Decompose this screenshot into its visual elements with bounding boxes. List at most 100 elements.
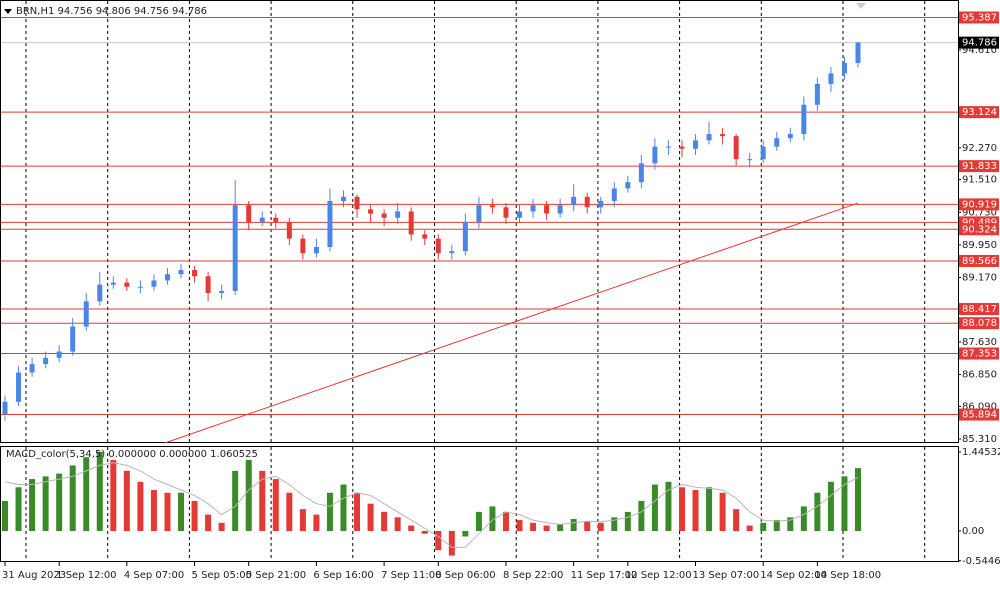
candle-body	[544, 205, 550, 214]
grid	[25, 1, 926, 561]
macd-bar	[814, 492, 821, 532]
macd-bar	[340, 484, 347, 532]
candle-body	[97, 284, 103, 302]
chart-title: BRN,H1 94.756 94.806 94.756 94.786	[16, 6, 207, 17]
candle-body	[327, 200, 333, 247]
macd-bar	[29, 479, 36, 532]
x-tick-label: 5 Sep 21:00	[246, 570, 306, 581]
indicator-title: MACD_color(5,34,5) 0.000000 0.000000 1.0…	[6, 449, 258, 460]
level-label: 89.566	[962, 256, 997, 267]
level-label-box	[959, 408, 999, 421]
macd-bar	[245, 459, 252, 532]
macd-bar	[692, 490, 699, 532]
candle-body	[638, 163, 644, 183]
macd-bar	[408, 525, 415, 532]
macd-bar	[733, 509, 740, 532]
macd-bar	[557, 524, 564, 532]
candle-body	[598, 200, 604, 208]
x-tick-label: 1 Sep 12:00	[56, 570, 116, 581]
y-tick-label: 89.170	[962, 273, 997, 284]
macd-bar	[354, 492, 361, 532]
macd-bar	[841, 476, 848, 532]
candle-body	[787, 134, 793, 139]
y-tick-label: 1.445325	[962, 447, 1000, 458]
macd-bar	[475, 511, 482, 532]
price-panel-frame	[0, 0, 959, 443]
level-label: 87.353	[962, 349, 997, 360]
x-tick-label: 13 Sep 07:00	[693, 570, 760, 581]
y-tick-label: 89.950	[962, 240, 997, 251]
macd-bar	[137, 481, 144, 532]
candle-body	[679, 146, 685, 149]
macd-bar	[191, 500, 198, 532]
macd-bar	[205, 514, 212, 532]
macd-bar	[787, 517, 794, 532]
candle-body	[300, 238, 306, 254]
level-label-box	[959, 254, 999, 267]
x-tick-label: 4 Sep 07:00	[124, 570, 184, 581]
y-tick-label: -0.544601	[962, 556, 1000, 567]
level-label: 90.489	[962, 217, 997, 228]
candle-body	[219, 290, 225, 294]
macd-bar	[15, 487, 22, 532]
macd-bar	[543, 525, 550, 532]
macd-bar	[110, 459, 117, 532]
candle-body	[16, 372, 22, 402]
macd-panel-frame	[0, 446, 959, 562]
macd-bar	[394, 517, 401, 532]
candle-body	[368, 209, 374, 214]
x-tick-label: 8 Sep 06:00	[435, 570, 495, 581]
macd-bar	[313, 514, 320, 532]
level-label-box	[959, 317, 999, 330]
macd-bar	[299, 509, 306, 532]
candle-body	[232, 205, 238, 291]
macd-bar	[367, 503, 374, 532]
x-tick-label: 8 Sep 22:00	[503, 570, 563, 581]
y-tick-label: 92.270	[962, 143, 997, 154]
candle-body	[530, 205, 536, 212]
candle-body	[29, 364, 35, 373]
level-label: 91.833	[962, 161, 997, 172]
level-label: 95.387	[962, 12, 997, 23]
macd-bar	[584, 521, 591, 532]
macd-bar	[773, 520, 780, 532]
scroll-marker	[856, 3, 866, 9]
macd-bar	[719, 492, 726, 532]
macd-bar	[651, 484, 658, 532]
candle-body	[571, 196, 577, 206]
macd-bar	[2, 500, 8, 532]
candle-body	[611, 188, 617, 201]
macd-bar	[286, 492, 293, 532]
x-tick-label: 5 Sep 05:00	[192, 570, 252, 581]
candle-body	[205, 276, 211, 294]
level-label: 88.078	[962, 318, 997, 329]
macd-bar	[83, 457, 90, 532]
candle-body	[747, 159, 753, 161]
x-tick-label: 14 Sep 02:00	[760, 570, 827, 581]
candle-body	[2, 401, 8, 415]
macd-bar	[178, 492, 185, 532]
macd-bar	[462, 531, 469, 537]
candle-body	[584, 196, 590, 208]
x-tick-label: 14 Sep 18:00	[814, 570, 881, 581]
macd-bar	[232, 470, 239, 532]
level-label-box	[959, 223, 999, 236]
candle-body	[151, 280, 157, 287]
candle-body	[273, 217, 279, 222]
x-tick-label: 31 Aug 2023	[2, 570, 66, 581]
candle-body	[137, 286, 143, 288]
macd-bar	[326, 492, 333, 532]
x-tick-label: 7 Sep 11:00	[381, 570, 441, 581]
level-label: 85.894	[962, 410, 997, 421]
level-label: 93.124	[962, 107, 997, 118]
macd-bar	[800, 506, 807, 532]
macd-bar	[164, 492, 171, 532]
candle-body	[381, 213, 387, 218]
candle-body	[246, 205, 252, 222]
candle-body	[476, 205, 482, 222]
macd-bar	[489, 506, 496, 532]
signal-line	[4, 462, 859, 548]
menu-arrow[interactable]	[4, 9, 12, 14]
candle-body	[178, 269, 184, 275]
macd-bar	[218, 522, 225, 532]
